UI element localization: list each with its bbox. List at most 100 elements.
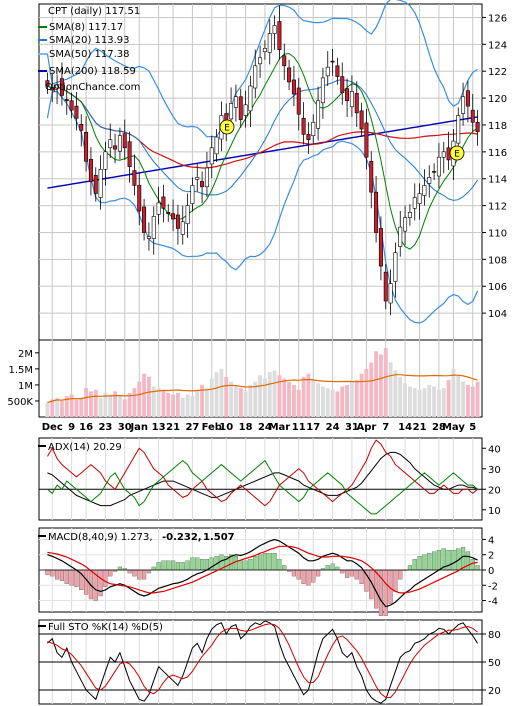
volume-bar xyxy=(325,388,330,417)
volume-bar xyxy=(113,391,118,417)
volume-bar xyxy=(171,394,176,417)
macd-histogram-bar xyxy=(238,560,243,571)
volume-tick-label: 1.5M xyxy=(8,365,33,376)
volume-bar xyxy=(432,386,437,417)
volume-bar xyxy=(93,389,98,417)
macd-histogram-bar xyxy=(257,554,263,571)
volume-bar xyxy=(59,400,64,417)
volume-bar xyxy=(301,376,306,417)
x-tick-label: Dec xyxy=(42,422,63,433)
candle-body xyxy=(296,87,301,115)
bollinger-upper xyxy=(46,0,478,138)
adx-tick-label: 40 xyxy=(488,444,501,455)
volume-bar xyxy=(229,381,234,417)
macd-histogram-bar xyxy=(55,569,60,580)
macd-histogram-bar xyxy=(349,569,355,577)
y-tick-label: 112 xyxy=(488,202,507,213)
adx-plot xyxy=(38,439,482,515)
macd-histogram-bar xyxy=(311,569,316,583)
y-tick-label: 126 xyxy=(488,13,507,24)
earnings-marker: E xyxy=(449,145,465,161)
macd-histogram-bar xyxy=(253,556,258,571)
candle-body xyxy=(171,213,176,220)
volume-bar xyxy=(108,394,113,417)
candle-body xyxy=(349,91,354,108)
macd-histogram-bar xyxy=(180,562,185,571)
candle-body xyxy=(233,96,238,108)
candle-body xyxy=(403,217,408,232)
x-tick-label: Feb xyxy=(202,422,222,433)
sto-series-1 xyxy=(47,623,478,698)
volume-bar xyxy=(132,388,137,417)
x-tick-label: 28 xyxy=(432,422,446,433)
volume-bar xyxy=(180,397,185,417)
candle-body xyxy=(354,93,359,114)
candle-body xyxy=(151,216,156,239)
volume-bar xyxy=(378,354,383,417)
x-tick-label: 16 xyxy=(79,422,93,433)
volume-bar xyxy=(50,399,55,417)
x-tick-label: 13 xyxy=(152,422,166,433)
volume-bar xyxy=(262,378,267,417)
volume-bar xyxy=(175,392,180,417)
candle-body xyxy=(59,78,64,96)
candle-body xyxy=(98,169,103,198)
y-tick-label: 104 xyxy=(488,309,507,320)
volume-average-line xyxy=(47,374,478,404)
volume-bar xyxy=(267,372,272,417)
macd-tick-label: 0 xyxy=(488,566,494,577)
candle-body xyxy=(180,221,185,235)
volume-bar xyxy=(74,399,79,417)
candle-body xyxy=(311,121,316,137)
volume-bar xyxy=(55,397,60,417)
volume-bar xyxy=(117,396,122,417)
candle-body xyxy=(166,212,171,214)
adx-tick-label: 20 xyxy=(488,485,501,496)
chart-grid xyxy=(39,4,482,704)
macd-histogram-bar xyxy=(296,569,301,580)
volume-tick-label: 2M xyxy=(18,349,33,360)
macd-histogram-bar xyxy=(306,569,311,586)
macd-tick-label: 2 xyxy=(488,551,494,562)
volume-bar xyxy=(456,375,461,417)
macd-histogram-bar xyxy=(190,557,195,571)
macd-histogram-bar xyxy=(137,569,142,580)
candle-body xyxy=(93,175,98,194)
macd-histogram-bar xyxy=(64,569,69,584)
y-tick-label: 118 xyxy=(488,121,507,132)
candle-body xyxy=(79,123,84,131)
x-tick-label: Apr xyxy=(356,422,376,433)
candle-body xyxy=(127,141,132,167)
candle-body xyxy=(432,171,437,173)
candle-body xyxy=(45,80,50,87)
sto-tick-label: 80 xyxy=(488,630,501,641)
volume-bar xyxy=(383,348,388,417)
y-tick-label: 106 xyxy=(488,282,507,293)
x-tick-label: May xyxy=(442,422,465,433)
volume-bar xyxy=(364,368,369,417)
candle-body xyxy=(262,48,267,53)
candle-body xyxy=(388,283,393,304)
candle-body xyxy=(74,105,79,119)
volume-bar xyxy=(277,375,282,417)
macd-histogram-bar xyxy=(465,551,471,571)
volume-bar xyxy=(238,388,243,417)
x-tick-label: 30 xyxy=(118,422,132,433)
price-plot xyxy=(38,0,480,324)
volume-bar xyxy=(407,386,412,417)
candle-body xyxy=(175,214,180,229)
volume-bar xyxy=(79,397,84,417)
candle-body xyxy=(465,90,470,107)
candle-body xyxy=(267,33,272,53)
volume-tick-label: 1M xyxy=(18,381,33,392)
volume-bar xyxy=(417,389,422,417)
macd-histogram-bar xyxy=(151,566,156,571)
candle-body xyxy=(461,96,466,114)
macd-histogram-bar xyxy=(248,559,253,571)
y-tick-label: 110 xyxy=(488,228,507,239)
volume-bar xyxy=(475,381,480,417)
volume-tick-label: 500K xyxy=(7,397,33,408)
volume-bar xyxy=(422,388,427,417)
candle-body xyxy=(55,84,60,89)
